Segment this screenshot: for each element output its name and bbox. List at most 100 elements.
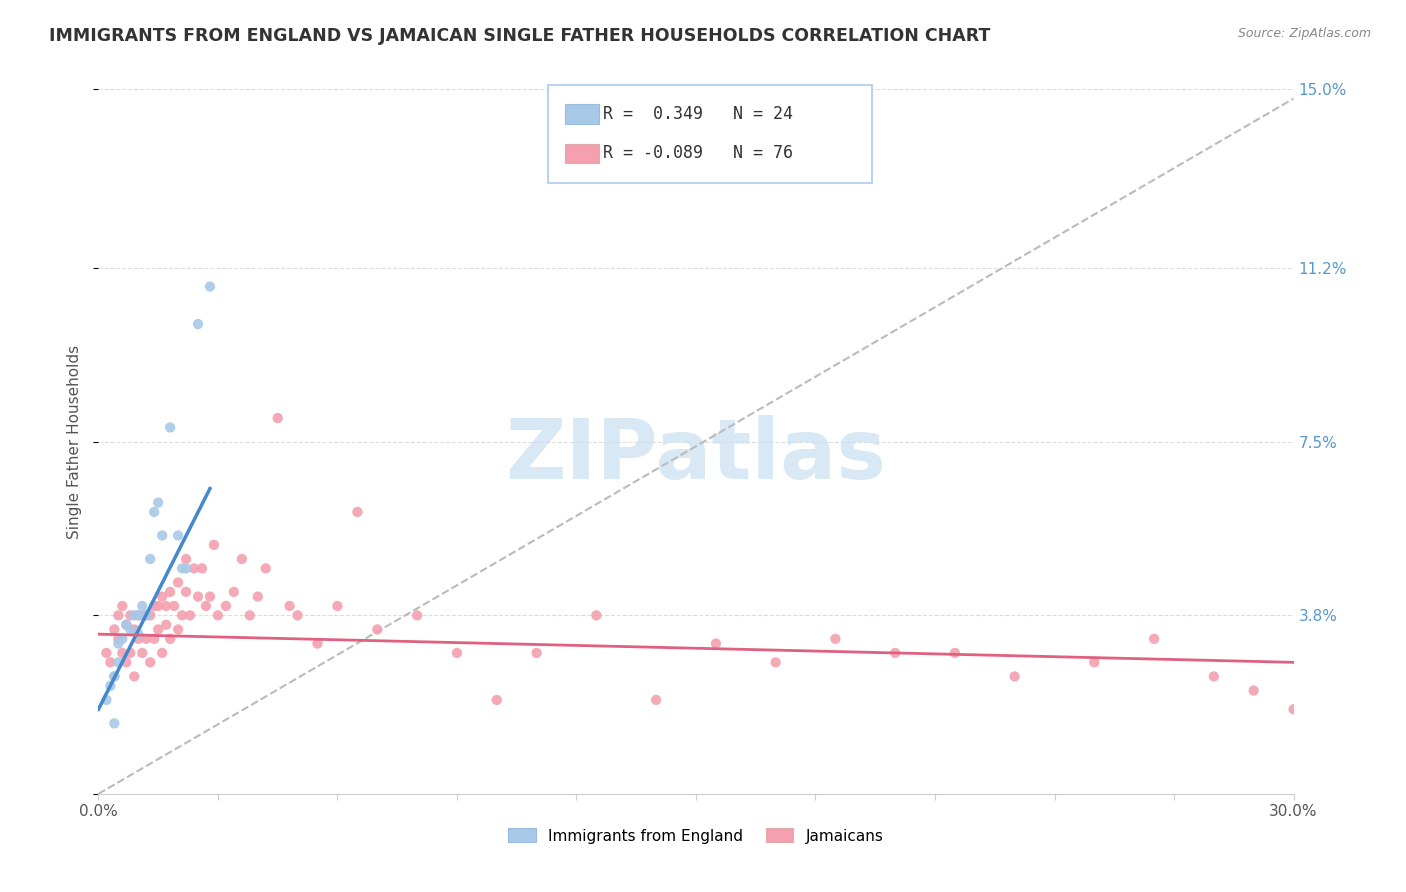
Point (120, 608, 142, 623)
Point (131, 646, 153, 660)
Point (98, 656, 122, 670)
Point (103, 716, 125, 731)
Point (346, 505, 368, 519)
Point (143, 505, 166, 519)
Point (326, 599, 349, 613)
Point (645, 693, 668, 707)
Point (485, 693, 508, 707)
Point (191, 561, 214, 575)
Point (115, 617, 138, 632)
Point (215, 599, 238, 613)
Point (155, 599, 177, 613)
Point (198, 590, 221, 604)
Point (127, 608, 149, 623)
Y-axis label: Single Father Households: Single Father Households (67, 344, 83, 539)
Point (143, 599, 166, 613)
Point (103, 669, 125, 683)
Point (167, 623, 190, 637)
Point (159, 632, 181, 646)
Point (107, 632, 129, 646)
Point (135, 608, 157, 623)
Point (155, 617, 177, 632)
Point (159, 420, 181, 434)
Point (148, 495, 170, 509)
Point (111, 632, 134, 646)
Point (174, 561, 197, 575)
Point (198, 279, 221, 293)
Point (107, 656, 129, 670)
Point (139, 656, 162, 670)
Point (120, 646, 142, 660)
Point (183, 561, 205, 575)
Point (111, 599, 134, 613)
Point (195, 599, 218, 613)
Point (585, 608, 607, 623)
Point (1243, 683, 1265, 698)
Text: R = -0.089   N = 76: R = -0.089 N = 76 (603, 145, 793, 162)
Point (765, 656, 787, 670)
Point (135, 632, 157, 646)
Point (174, 585, 197, 599)
Point (202, 538, 225, 552)
Point (111, 646, 134, 660)
Point (246, 590, 269, 604)
Point (287, 608, 309, 623)
Point (231, 552, 253, 566)
Point (1143, 632, 1166, 646)
Point (172, 561, 194, 575)
Point (150, 590, 173, 604)
Point (127, 608, 149, 623)
Point (131, 608, 153, 623)
Point (406, 608, 429, 623)
Point (1202, 669, 1225, 683)
Point (96, 646, 118, 660)
Point (107, 636, 129, 650)
Point (307, 636, 329, 650)
Point (159, 585, 181, 599)
Point (1083, 656, 1105, 670)
Point (107, 608, 129, 623)
Point (163, 599, 186, 613)
Point (824, 632, 846, 646)
Legend: Immigrants from England, Jamaicans: Immigrants from England, Jamaicans (502, 822, 890, 850)
Point (187, 590, 209, 604)
Point (150, 646, 173, 660)
Point (120, 623, 142, 637)
Point (148, 599, 170, 613)
Point (135, 608, 157, 623)
Text: IMMIGRANTS FROM ENGLAND VS JAMAICAN SINGLE FATHER HOUSEHOLDS CORRELATION CHART: IMMIGRANTS FROM ENGLAND VS JAMAICAN SING… (49, 27, 991, 45)
Point (366, 623, 388, 637)
Point (1004, 669, 1026, 683)
Point (124, 623, 146, 637)
Point (179, 608, 201, 623)
Point (167, 528, 190, 542)
Text: R =  0.349   N = 24: R = 0.349 N = 24 (603, 105, 793, 123)
Point (526, 646, 548, 660)
Point (446, 646, 468, 660)
Point (127, 632, 149, 646)
Point (131, 599, 153, 613)
Point (172, 608, 194, 623)
Point (124, 669, 146, 683)
Point (96, 693, 118, 707)
Point (174, 552, 197, 566)
Point (143, 632, 166, 646)
Point (115, 617, 138, 632)
Point (103, 669, 125, 683)
Text: Source: ZipAtlas.com: Source: ZipAtlas.com (1237, 27, 1371, 40)
Point (167, 575, 190, 590)
Text: ZIPatlas: ZIPatlas (506, 415, 886, 496)
Point (187, 317, 209, 331)
Point (278, 599, 301, 613)
Point (254, 561, 277, 575)
Point (239, 608, 262, 623)
Point (148, 623, 170, 637)
Point (943, 646, 966, 660)
Point (884, 646, 907, 660)
Point (139, 552, 162, 566)
Point (207, 608, 229, 623)
Point (704, 636, 727, 650)
Point (267, 411, 290, 425)
Point (124, 608, 146, 623)
Point (139, 608, 162, 623)
